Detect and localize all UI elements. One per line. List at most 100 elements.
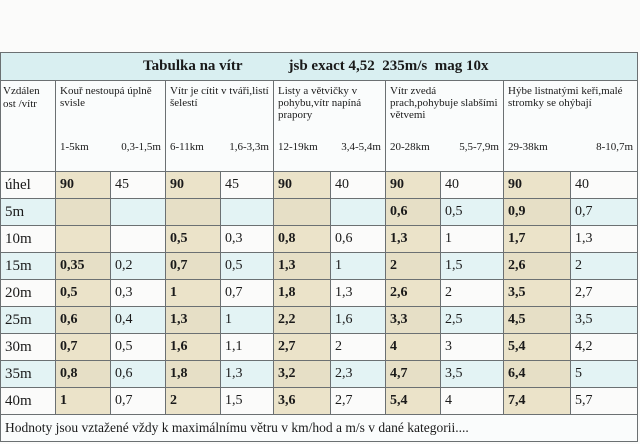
value-cell	[110, 198, 166, 226]
value-cell: 0,5	[440, 198, 504, 226]
kmh-range: 6-11km	[170, 141, 204, 153]
kmh-range: 12-19km	[278, 141, 318, 153]
value-cell: 4	[440, 387, 504, 415]
ms-range: 3,4-5,4m	[341, 141, 381, 153]
group-description: Listy a větvičky v pohybu,vítr napíná pr…	[278, 85, 362, 121]
value-cell: 0,3	[110, 279, 166, 307]
value-cell: 2,2	[273, 306, 331, 334]
value-cell: 1,3	[385, 225, 441, 253]
value-cell	[55, 198, 111, 226]
group-header: Vítr je cítit v tváři,listí šelestí 6-11k…	[165, 80, 274, 172]
kmh-range: 20-28km	[390, 141, 430, 153]
value-cell: 0,5	[110, 333, 166, 361]
group-description: Hýbe listnatými keři,malé stromky se ohý…	[508, 85, 623, 109]
value-cell: 1	[330, 252, 386, 280]
value-cell: 0,8	[55, 360, 111, 388]
value-cell: 4	[385, 333, 441, 361]
value-cell: 2	[330, 333, 386, 361]
wind-table-wrap: Tabulka na vítr jsb exact 4,52 235m/s mag…	[0, 52, 639, 442]
group-header: Kouř nestoupá úplně svisle 1-5km 0,3-1,5m	[55, 80, 166, 172]
value-cell: 1,3	[569, 225, 639, 253]
subtitle: jsb exact 4,52 235m/s mag 10x	[288, 58, 489, 74]
kmh-range: 29-38km	[508, 141, 548, 153]
value-cell: 0,7	[569, 198, 639, 226]
row-label: 30m	[0, 333, 56, 361]
footer-note: Hodnoty jsou vztažené vždy k maximálnímu…	[0, 414, 639, 442]
group-header: Vítr zvedá prach,pohybuje slabšími větve…	[385, 80, 504, 172]
value-cell: 1,3	[220, 360, 274, 388]
value-cell: 2,7	[330, 387, 386, 415]
corner-cell: Vzdálen ost /vítr	[0, 80, 56, 172]
value-cell: 40	[440, 171, 504, 199]
value-cell: 2	[569, 252, 639, 280]
value-cell: 1	[220, 306, 274, 334]
value-cell: 5,7	[569, 387, 639, 415]
group-units: 12-19km 3,4-5,4m	[278, 141, 381, 153]
value-cell: 3,5	[503, 279, 571, 307]
value-cell: 0,7	[110, 387, 166, 415]
value-cell: 3,3	[385, 306, 441, 334]
value-cell: 0,2	[110, 252, 166, 280]
value-cell: 0,4	[110, 306, 166, 334]
value-cell: 0,35	[55, 252, 111, 280]
value-cell	[273, 198, 331, 226]
value-cell	[55, 225, 111, 253]
value-cell	[110, 225, 166, 253]
value-cell: 1,7	[503, 225, 571, 253]
group-units: 29-38km 8-10,7m	[508, 141, 633, 153]
value-cell: 1,3	[165, 306, 221, 334]
title-cell: Tabulka na vítr jsb exact 4,52 235m/s mag…	[0, 52, 639, 81]
value-cell: 2,5	[440, 306, 504, 334]
value-cell: 1,8	[273, 279, 331, 307]
value-cell: 5	[569, 360, 639, 388]
wind-table: Tabulka na vítr jsb exact 4,52 235m/s mag…	[0, 52, 639, 442]
value-cell: 1,1	[220, 333, 274, 361]
data-row: 20m 0,5 0,3 1 0,7 1,8 1,3 2,6 2 3,5 2,7	[0, 279, 639, 307]
group-header: Listy a větvičky v pohybu,vítr napíná pr…	[273, 80, 386, 172]
row-label: 5m	[0, 198, 56, 226]
value-cell: 90	[385, 171, 441, 199]
value-cell	[330, 198, 386, 226]
data-row: 35m 0,8 0,6 1,8 1,3 3,2 2,3 4,7 3,5 6,4 5	[0, 360, 639, 388]
kmh-range: 1-5km	[60, 141, 89, 153]
data-row: 5m 0,6 0,5 0,9 0,7	[0, 198, 639, 226]
value-cell: 2,3	[330, 360, 386, 388]
data-row: 25m 0,6 0,4 1,3 1 2,2 1,6 3,3 2,5 4,5 3,5	[0, 306, 639, 334]
group-units: 20-28km 5,5-7,9m	[390, 141, 499, 153]
value-cell: 1	[55, 387, 111, 415]
row-label: úhel	[0, 171, 56, 199]
value-cell: 1,5	[440, 252, 504, 280]
value-cell: 40	[330, 171, 386, 199]
ms-range: 0,3-1,5m	[121, 141, 161, 153]
value-cell: 4,5	[503, 306, 571, 334]
value-cell: 0,7	[220, 279, 274, 307]
value-cell: 2	[385, 252, 441, 280]
value-cell: 1	[440, 225, 504, 253]
group-units: 1-5km 0,3-1,5m	[60, 141, 161, 153]
value-cell	[165, 198, 221, 226]
value-cell: 7,4	[503, 387, 571, 415]
header-row: Vzdálen ost /vítr Kouř nestoupá úplně svi…	[0, 80, 639, 172]
value-cell: 1,6	[330, 306, 386, 334]
value-cell: 0,5	[165, 225, 221, 253]
value-cell: 3,2	[273, 360, 331, 388]
value-cell: 0,9	[503, 198, 571, 226]
value-cell: 90	[273, 171, 331, 199]
value-cell: 2,6	[503, 252, 571, 280]
value-cell: 3,5	[569, 306, 639, 334]
value-cell: 1,3	[330, 279, 386, 307]
row-label: 35m	[0, 360, 56, 388]
group-description: Vítr je cítit v tváři,listí šelestí	[170, 85, 269, 109]
value-cell: 0,7	[55, 333, 111, 361]
value-cell: 1,6	[165, 333, 221, 361]
value-cell	[220, 198, 274, 226]
data-row: 15m 0,35 0,2 0,7 0,5 1,3 1 2 1,5 2,6 2	[0, 252, 639, 280]
ms-range: 5,5-7,9m	[459, 141, 499, 153]
value-cell: 2,7	[569, 279, 639, 307]
value-cell: 1,3	[273, 252, 331, 280]
value-cell: 4,7	[385, 360, 441, 388]
group-description: Kouř nestoupá úplně svisle	[60, 85, 152, 109]
value-cell: 2,6	[385, 279, 441, 307]
value-cell: 0,6	[110, 360, 166, 388]
